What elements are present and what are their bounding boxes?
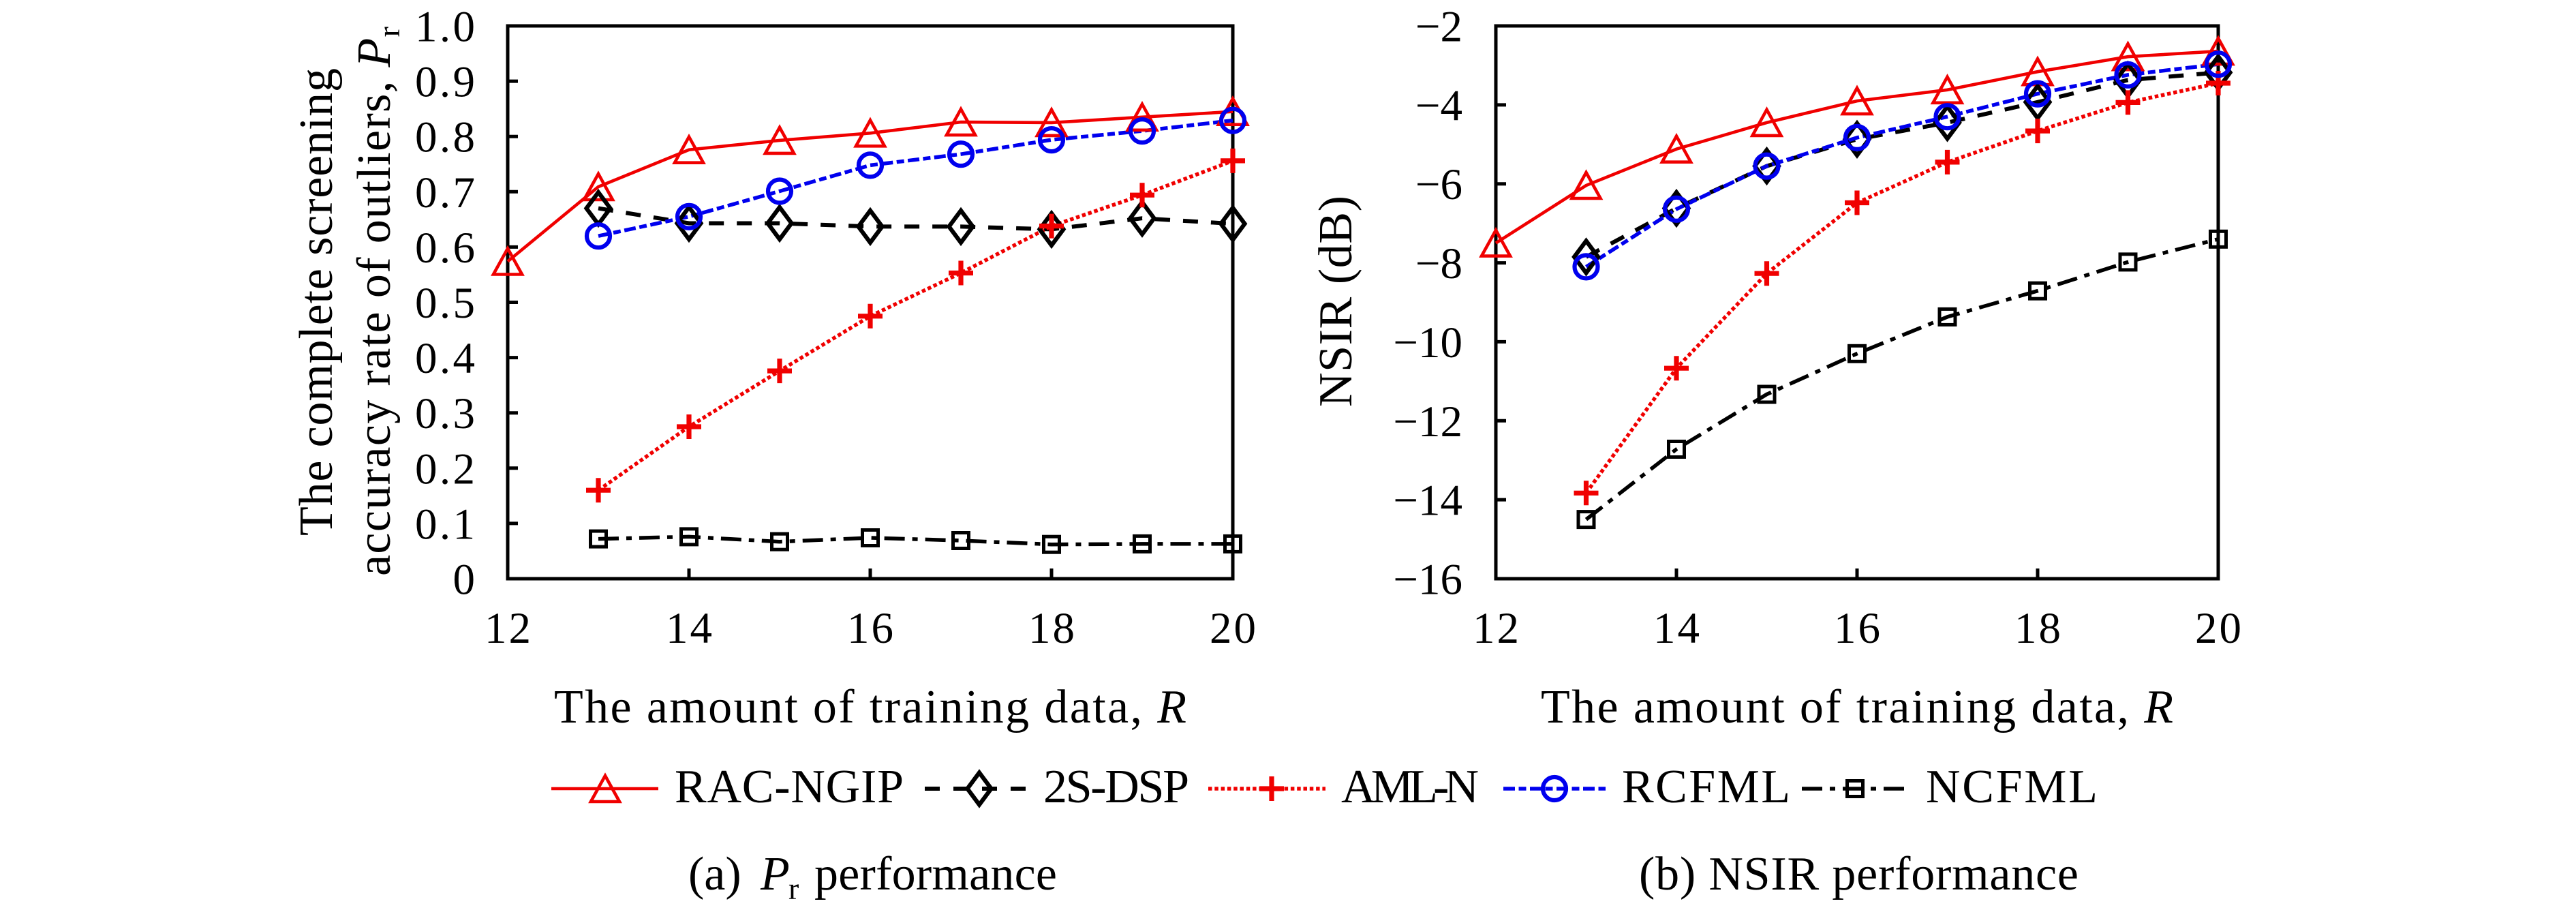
svg-text:−2: −2 [1415,3,1462,52]
svg-text:−6: −6 [1415,160,1462,209]
svg-text:1.0: 1.0 [415,3,475,52]
svg-text:RCFML: RCFML [1622,761,1790,813]
svg-text:The amount of training data, R: The amount of training data, R [1541,681,2173,733]
svg-text:−14: −14 [1393,476,1462,526]
svg-text:AML-N: AML-N [1341,761,1479,813]
svg-text:P: P [760,848,790,900]
svg-text:0.9: 0.9 [415,58,475,107]
svg-text:0.7: 0.7 [415,168,475,217]
svg-text:−10: −10 [1393,318,1462,367]
svg-text:(a): (a) [688,848,741,900]
svg-text:0.8: 0.8 [415,113,475,162]
svg-text:accuracy rate of outliers, Pr: accuracy rate of outliers, Pr [348,27,406,576]
svg-text:0.4: 0.4 [415,334,475,383]
svg-text:0.3: 0.3 [415,389,475,438]
svg-text:0.6: 0.6 [415,224,475,273]
svg-text:NSIR (dB): NSIR (dB) [1310,196,1362,407]
svg-text:0.1: 0.1 [415,500,475,549]
svg-text:(b) NSIR performance: (b) NSIR performance [1639,848,2079,900]
svg-text:−8: −8 [1415,239,1462,288]
svg-text:0: 0 [453,556,476,605]
svg-text:r: r [788,871,799,906]
svg-text:RAC-NGIP: RAC-NGIP [675,761,904,813]
svg-text:NCFML: NCFML [1926,761,2098,813]
svg-text:The complete screening: The complete screening [290,68,343,536]
svg-text:−16: −16 [1393,556,1462,605]
svg-text:performance: performance [814,848,1057,900]
svg-text:0.2: 0.2 [415,444,475,494]
svg-text:−12: −12 [1393,397,1462,446]
svg-text:The amount of training data, R: The amount of training data, R [554,681,1186,733]
svg-text:0.5: 0.5 [415,279,475,328]
svg-text:−4: −4 [1415,81,1462,130]
svg-text:2S-DSP: 2S-DSP [1043,761,1189,813]
